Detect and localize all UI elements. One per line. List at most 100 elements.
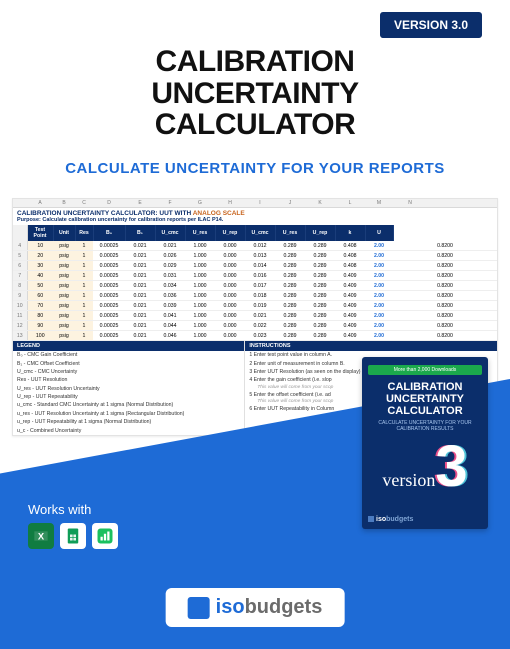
promo-title: CALIBRATION UNCERTAINTY CALCULATOR [368, 381, 482, 417]
table-cell: 10 [27, 241, 53, 251]
table-cell: 0.000 [215, 331, 245, 341]
table-cell: 0.289 [275, 251, 305, 261]
table-cell: 1.000 [185, 251, 215, 261]
app-icons-row: X [28, 523, 118, 549]
table-row: 740psig10.000250.0210.0311.0000.0000.016… [13, 271, 497, 281]
table-cell: 1 [75, 331, 93, 341]
legend-item: U_cmc - CMC Uncertainty [13, 368, 244, 376]
table-cell: psig [53, 241, 75, 251]
footer-logo-text: isobudgets [216, 596, 323, 619]
table-cell: 1 [75, 261, 93, 271]
table-cell: 0.289 [305, 271, 335, 281]
row-number-cell: 12 [13, 321, 27, 331]
row-number-cell: 5 [13, 251, 27, 261]
row-number-cell: 4 [13, 241, 27, 251]
table-cell: psig [53, 321, 75, 331]
table-cell: 0.289 [275, 311, 305, 321]
main-title: CALIBRATION UNCERTAINTY CALCULATOR [0, 46, 510, 141]
table-header-cell: U_rep [215, 225, 245, 241]
title-line-1: CALIBRATION [0, 46, 510, 78]
table-cell: 1.000 [185, 281, 215, 291]
title-line-3: CALCULATOR [0, 109, 510, 141]
table-cell: 0.289 [305, 281, 335, 291]
legend-item: B₁ - CMC Offset Coefficient [13, 359, 244, 367]
table-cell: 0.021 [125, 241, 155, 251]
table-cell: 1.000 [185, 331, 215, 341]
table-cell: 0.8200 [393, 261, 497, 271]
table-cell: 0.00025 [93, 291, 125, 301]
table-cell: psig [53, 261, 75, 271]
table-cell: 0.000 [215, 321, 245, 331]
google-sheets-icon [60, 523, 86, 549]
title-line-2: UNCERTAINTY [0, 78, 510, 110]
table-cell: 0.021 [125, 281, 155, 291]
table-cell: 0.8200 [393, 241, 497, 251]
table-cell: 1 [75, 291, 93, 301]
col-letter: N [393, 199, 427, 207]
table-cell: 0.289 [275, 321, 305, 331]
works-with-label: Works with [28, 502, 118, 517]
table-cell: 2.00 [365, 301, 393, 311]
table-header-cell: k [335, 225, 365, 241]
table-cell: 2.00 [365, 331, 393, 341]
table-cell: 0.014 [245, 261, 275, 271]
table-row: 1070psig10.000250.0210.0391.0000.0000.01… [13, 301, 497, 311]
row-number-cell: 10 [13, 301, 27, 311]
version-badge: VERSION 3.0 [380, 12, 482, 38]
table-cell: 1 [75, 241, 93, 251]
table-row: 850psig10.000250.0210.0341.0000.0000.017… [13, 281, 497, 291]
table-cell: 0.289 [275, 241, 305, 251]
table-cell: 0.289 [275, 301, 305, 311]
promo-title-3: CALCULATOR [368, 405, 482, 417]
row-number-cell: 6 [13, 261, 27, 271]
table-cell: 2.00 [365, 271, 393, 281]
legend-box: LEGEND B₀ - CMC Gain CoefficientB₁ - CMC… [13, 341, 245, 435]
table-cell: psig [53, 311, 75, 321]
table-header-cell: U [365, 225, 393, 241]
footer-logo-iso: iso [216, 596, 245, 618]
table-cell: 0.289 [275, 331, 305, 341]
table-cell: 2.00 [365, 261, 393, 271]
table-cell: 0.289 [275, 281, 305, 291]
table-cell: 0.409 [335, 321, 365, 331]
promo-logo: isobudgets [368, 516, 413, 523]
table-cell: 0.00025 [93, 261, 125, 271]
table-cell: 0.046 [155, 331, 185, 341]
promo-subtitle: CALCULATE UNCERTAINTY FOR YOUR CALIBRATI… [368, 420, 482, 432]
excel-icon: X [28, 523, 54, 549]
table-cell: 0.289 [305, 321, 335, 331]
table-header-cell: B₀ [93, 225, 125, 241]
table-cell: 0.021 [125, 261, 155, 271]
table-cell: 0.00025 [93, 301, 125, 311]
table-cell: 0.000 [215, 251, 245, 261]
table-cell: 50 [27, 281, 53, 291]
table-cell: 1 [75, 311, 93, 321]
table-header-cell: Res [75, 225, 93, 241]
col-letter: K [305, 199, 335, 207]
sheet-title-prefix: CALIBRATION UNCERTAINTY CALCULATOR: UUT … [17, 210, 193, 217]
table-header-cell: U_res [185, 225, 215, 241]
sheet-title-highlight: ANALOG SCALE [193, 210, 245, 217]
legend-title-bar: LEGEND [13, 341, 244, 351]
table-cell: 0.021 [125, 271, 155, 281]
table-cell: 0.021 [125, 291, 155, 301]
col-letter: G [185, 199, 215, 207]
data-table: Test PointUnitResB₀B₁U_cmcU_resU_repU_cm… [13, 225, 497, 341]
table-cell: 0.034 [155, 281, 185, 291]
table-cell: 2.00 [365, 311, 393, 321]
table-cell: 0.00025 [93, 321, 125, 331]
sheet-purpose: Purpose: Calculate calibration uncertain… [13, 217, 497, 225]
table-cell: 0.018 [245, 291, 275, 301]
table-body: 410psig10.000250.0210.0211.0000.0000.012… [13, 241, 497, 341]
table-cell: psig [53, 271, 75, 281]
table-cell: 0.409 [335, 271, 365, 281]
instructions-title-bar: INSTRUCTIONS [245, 341, 497, 351]
table-cell: 0.00025 [93, 331, 125, 341]
table-cell: 0.8200 [393, 251, 497, 261]
table-cell: 0.022 [245, 321, 275, 331]
row-number-cell: 8 [13, 281, 27, 291]
table-cell: 100 [27, 331, 53, 341]
promo-version: version3 [368, 444, 482, 491]
table-cell: 0.031 [155, 271, 185, 281]
table-row: 520psig10.000250.0210.0261.0000.0000.013… [13, 251, 497, 261]
